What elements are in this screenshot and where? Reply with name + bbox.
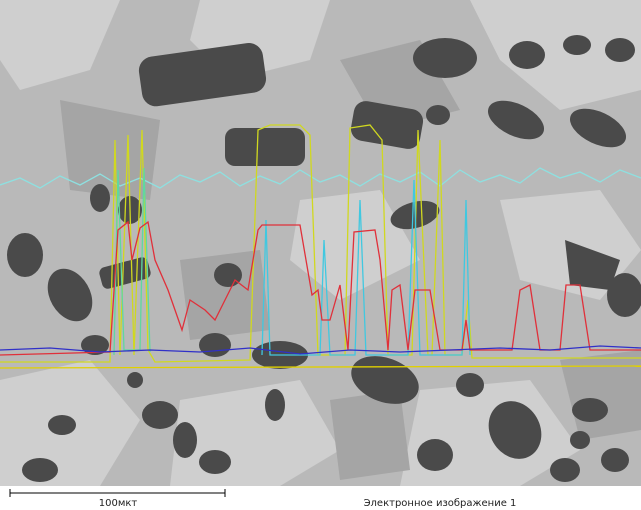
micrograph-view: 100мкт Электронное изображение 1 xyxy=(0,0,641,510)
micrograph xyxy=(0,0,641,486)
page: 100мкт Электронное изображение 1 (() => … xyxy=(0,0,641,510)
scale-bar: 100мкт xyxy=(10,489,225,509)
image-caption: Электронное изображение 1 xyxy=(364,498,517,509)
scale-bar-label: 100мкт xyxy=(99,498,138,509)
